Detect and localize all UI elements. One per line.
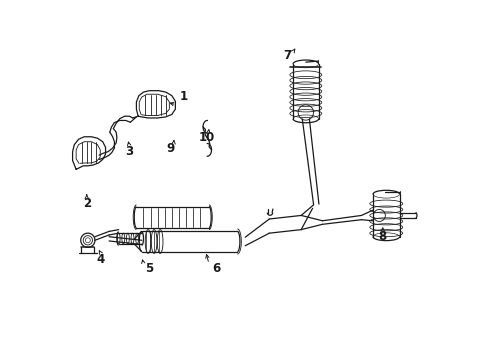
- Text: 1: 1: [180, 90, 188, 103]
- Text: 4: 4: [97, 253, 105, 266]
- Text: 2: 2: [82, 197, 91, 210]
- Text: 10: 10: [199, 131, 215, 144]
- Text: 8: 8: [378, 230, 386, 243]
- Text: 9: 9: [165, 141, 174, 154]
- Text: 7: 7: [283, 49, 290, 62]
- Text: 6: 6: [212, 262, 220, 275]
- Text: 3: 3: [125, 145, 133, 158]
- Text: 5: 5: [144, 262, 153, 275]
